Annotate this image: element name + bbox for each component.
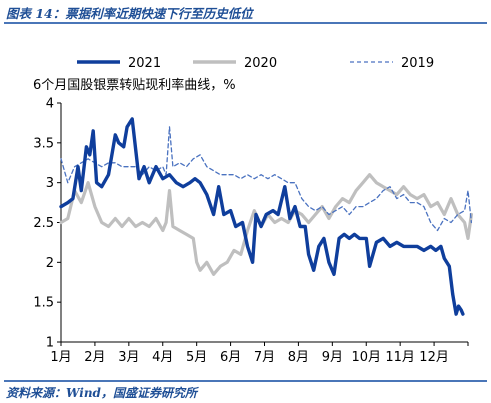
figure-title: 图表 14：票据利率近期快速下行至历史低位 <box>6 6 253 21</box>
series-layer <box>59 117 473 316</box>
y-tick-label: 2.5 <box>33 216 54 231</box>
series-line-2020 <box>59 173 473 276</box>
y-tick-label: 1.5 <box>33 296 54 311</box>
x-tick-label: 12月 <box>419 350 449 365</box>
x-tick-label: 11月 <box>385 350 415 365</box>
chart-axes: 4 3.5 3 2.5 2 1.5 11月 2月 3月 4月 5月 6月 7月 8月 9月 10月 11月 12月 <box>33 97 469 365</box>
source-divider <box>4 380 487 382</box>
y-tick-label: 3 <box>46 176 54 191</box>
x-tick-label: 1月 <box>50 350 71 365</box>
legend-label-2021: 2021 <box>128 56 161 71</box>
y-tick-label: 3.5 <box>33 136 54 151</box>
y-tick-label: 2 <box>46 256 54 271</box>
x-tick-label: 7月 <box>254 350 275 365</box>
figure-source: 资料来源：Wind，国盛证券研究所 <box>6 386 197 400</box>
x-tick-label: 6月 <box>220 350 241 365</box>
x-tick-label: 2月 <box>84 350 105 365</box>
x-tick-label: 5月 <box>186 350 207 365</box>
y-axis-label: 6个月国股银票转贴现利率曲线，% <box>33 78 236 93</box>
x-tick-label: 8月 <box>288 350 309 365</box>
y-tick-label: 4 <box>46 97 54 112</box>
x-tick-label: 9月 <box>322 350 343 365</box>
title-divider <box>4 22 487 24</box>
series-line-2021 <box>59 117 465 316</box>
legend-label-2020: 2020 <box>244 56 277 71</box>
x-tick-label: 10月 <box>351 350 381 365</box>
legend-label-2019: 2019 <box>401 56 434 71</box>
line-chart: 2021 2020 2019 4 3.5 3 2.5 2 1.5 11月 2月 3月 4月 5月 6月 7月… <box>33 56 473 365</box>
series-line-2019 <box>60 126 473 232</box>
x-tick-label: 4月 <box>152 350 173 365</box>
chart-legend: 2021 2020 2019 <box>77 56 434 71</box>
y-tick-label: 1 <box>46 336 54 351</box>
x-tick-label: 3月 <box>118 350 139 365</box>
